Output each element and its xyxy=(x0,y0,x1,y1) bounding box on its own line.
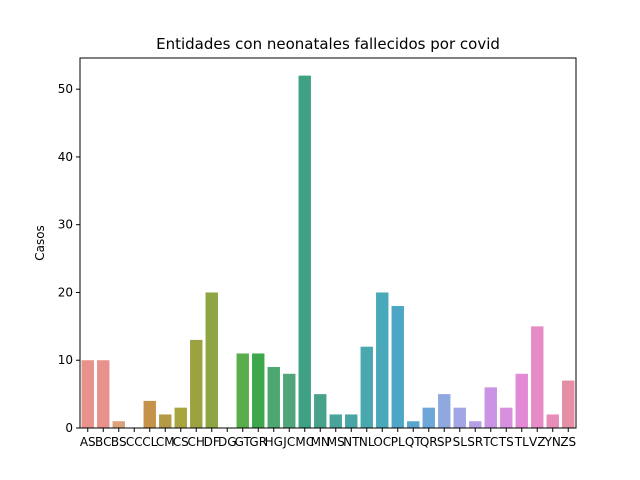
y-axis-label: Casos xyxy=(33,225,47,261)
bar-sl xyxy=(453,407,466,428)
x-tick-label-nl: NL xyxy=(359,435,375,449)
x-tick-label-dg: DG xyxy=(218,435,237,449)
y-axis-ticks: 0 10 20 30 40 50 xyxy=(58,82,80,435)
y-tick-label-10: 10 xyxy=(58,353,73,367)
y-tick-label-30: 30 xyxy=(58,218,73,232)
x-tick-label-mn: MN xyxy=(311,435,330,449)
x-tick-label-bc: BC xyxy=(95,435,111,449)
bar-ms xyxy=(329,414,342,428)
x-tick-label-vz: VZ xyxy=(529,435,545,449)
bar-nl xyxy=(360,346,373,428)
bar-pl xyxy=(391,306,404,428)
bar-cm xyxy=(159,414,172,428)
bar-jc xyxy=(283,373,296,428)
x-tick-label-cm: CM xyxy=(156,435,175,449)
bar-oc xyxy=(376,292,389,428)
x-tick-label-yn: YN xyxy=(544,435,561,449)
bar-as xyxy=(81,360,94,428)
bar-gt xyxy=(236,353,249,428)
x-tick-label-cl: CL xyxy=(142,435,157,449)
x-tick-label-sp: SP xyxy=(437,435,452,449)
x-tick-label-qr: QR xyxy=(420,435,438,449)
x-tick-label-cc: CC xyxy=(126,435,143,449)
bar-qt xyxy=(407,421,420,428)
bar-bc xyxy=(97,360,110,428)
plot-area-frame xyxy=(79,57,577,429)
x-tick-label-as: AS xyxy=(80,435,96,449)
x-tick-label-sr: SR xyxy=(467,435,483,449)
x-tick-label-gr: GR xyxy=(249,435,267,449)
bar-hg xyxy=(267,367,280,428)
x-tick-label-nt: NT xyxy=(343,435,360,449)
x-tick-label-sl: SL xyxy=(453,435,468,449)
x-tick-label-ch: CH xyxy=(188,435,205,449)
bar-zs xyxy=(562,380,575,428)
bar-gr xyxy=(252,353,265,428)
x-tick-label-gt: GT xyxy=(235,435,252,449)
x-tick-label-hg: HG xyxy=(265,435,283,449)
bar-vz xyxy=(531,326,544,428)
bar-mc xyxy=(298,75,311,429)
x-tick-label-bs: BS xyxy=(111,435,127,449)
y-tick-label-40: 40 xyxy=(58,150,73,164)
x-tick-label-qt: QT xyxy=(405,435,422,449)
bar-tc xyxy=(484,387,497,428)
bar-tl xyxy=(515,373,528,428)
bar-cs xyxy=(174,407,187,428)
x-tick-label-pl: PL xyxy=(391,435,405,449)
bar-cl xyxy=(143,400,156,428)
bar-bs xyxy=(112,421,125,428)
bar-sr xyxy=(469,421,482,428)
bar-mn xyxy=(314,394,327,428)
bar-nt xyxy=(345,414,358,428)
x-tick-label-tl: TL xyxy=(514,435,529,449)
x-tick-label-ms: MS xyxy=(327,435,345,449)
bars-group xyxy=(81,75,575,429)
x-tick-label-df: DF xyxy=(204,435,220,449)
bar-yn xyxy=(546,414,559,428)
x-tick-label-oc: OC xyxy=(373,435,391,449)
x-tick-label-ts: TS xyxy=(498,435,514,449)
bar-sp xyxy=(438,394,451,428)
y-tick-label-0: 0 xyxy=(65,421,73,435)
bar-df xyxy=(205,292,218,428)
chart-title: Entidades con neonatales fallecidos por … xyxy=(156,35,500,53)
x-tick-label-tc: TC xyxy=(482,435,498,449)
y-tick-label-50: 50 xyxy=(58,82,73,96)
x-tick-label-cs: CS xyxy=(173,435,189,449)
bar-ch xyxy=(190,339,203,428)
bar-qr xyxy=(422,407,435,428)
x-tick-label-zs: ZS xyxy=(560,435,576,449)
x-tick-label-jc: JC xyxy=(282,435,295,449)
bar-ts xyxy=(500,407,513,428)
x-tick-label-mc: MC xyxy=(295,435,314,449)
y-tick-label-20: 20 xyxy=(58,285,73,299)
